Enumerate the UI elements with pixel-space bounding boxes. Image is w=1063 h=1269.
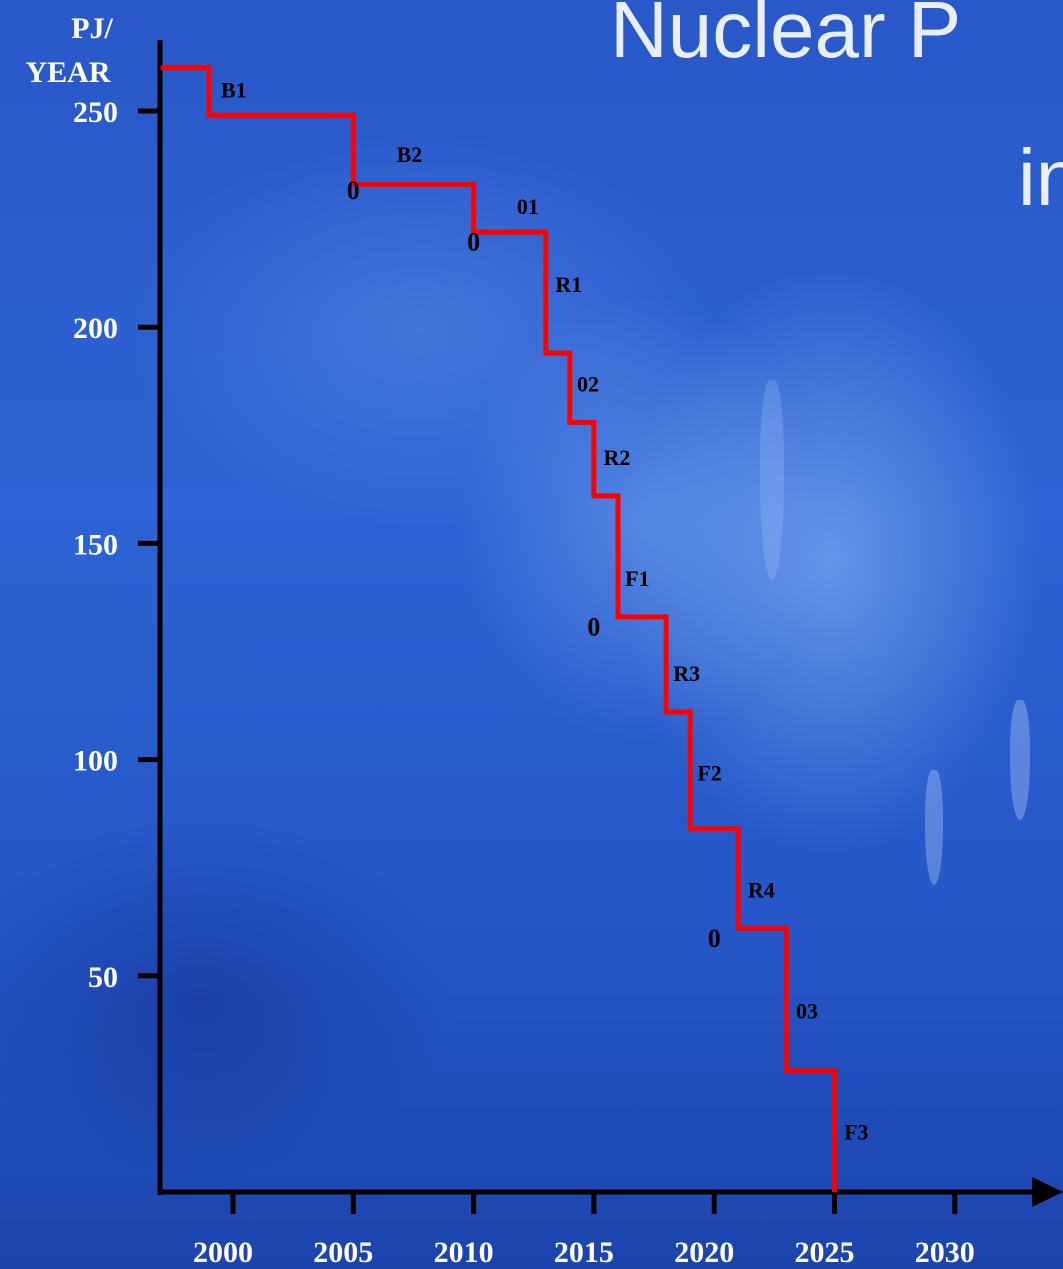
step-label: 03 bbox=[796, 998, 818, 1023]
ice-drip bbox=[760, 380, 784, 580]
y-tick-label: 200 bbox=[73, 312, 118, 345]
step-label: F2 bbox=[697, 761, 721, 786]
x-tick-label: 2015 bbox=[554, 1236, 614, 1269]
step-label: F1 bbox=[625, 566, 649, 591]
step-label: B2 bbox=[397, 142, 423, 167]
step-label: 02 bbox=[577, 371, 599, 396]
step-label: R2 bbox=[604, 445, 631, 470]
y-tick-label: 50 bbox=[88, 961, 118, 994]
x-tick-label: 2025 bbox=[795, 1236, 855, 1269]
slide-title: Nuclear P bbox=[610, 0, 962, 74]
step-label: F3 bbox=[844, 1119, 868, 1144]
x-tick-label: 2005 bbox=[313, 1236, 373, 1269]
step-label: R4 bbox=[748, 877, 775, 902]
x-tick-label: 2030 bbox=[915, 1236, 975, 1269]
step-label: R3 bbox=[673, 661, 700, 686]
ice-drip bbox=[1010, 700, 1030, 820]
y-tick-label: 150 bbox=[73, 528, 118, 561]
y-axis-label-line-2: YEAR bbox=[25, 56, 110, 89]
x-tick-label: 2010 bbox=[434, 1236, 494, 1269]
y-axis-label-line-1: PJ/ bbox=[71, 12, 113, 45]
step-label: R1 bbox=[555, 272, 582, 297]
x-axis-arrow bbox=[1032, 1177, 1063, 1207]
zero-mark: 0 bbox=[347, 176, 360, 205]
step-label: 01 bbox=[517, 194, 539, 219]
x-tick-label: 2000 bbox=[193, 1236, 253, 1269]
zero-mark: 0 bbox=[587, 613, 600, 642]
y-tick-label: 100 bbox=[73, 745, 118, 778]
slide-title-line-2: in bbox=[1018, 133, 1063, 222]
ice-drip bbox=[925, 770, 943, 885]
step-series-line bbox=[160, 65, 837, 1192]
y-tick-label: 250 bbox=[73, 96, 118, 129]
zero-mark: 0 bbox=[467, 228, 480, 257]
zero-mark: 0 bbox=[708, 924, 721, 953]
step-label: B1 bbox=[221, 77, 247, 102]
x-tick-label: 2020 bbox=[674, 1236, 734, 1269]
